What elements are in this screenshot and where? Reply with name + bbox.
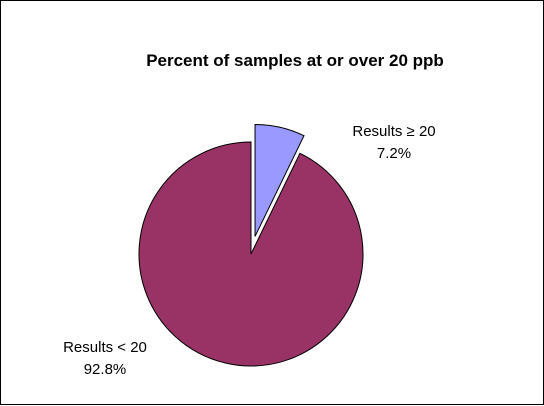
pie-slices bbox=[138, 123, 364, 367]
slice-value-results-gte-20: 7.2% bbox=[377, 145, 411, 162]
slice-value-results-lt-20: 92.8% bbox=[84, 361, 127, 378]
chart-title: Percent of samples at or over 20 ppb bbox=[146, 51, 444, 70]
pie-slice-results-lt-20 bbox=[138, 141, 364, 367]
slice-label-results-lt-20: Results < 20 bbox=[63, 339, 147, 356]
slice-label-results-gte-20: Results ≥ 20 bbox=[352, 123, 435, 140]
pie-slice-results-gte-20 bbox=[254, 123, 305, 237]
